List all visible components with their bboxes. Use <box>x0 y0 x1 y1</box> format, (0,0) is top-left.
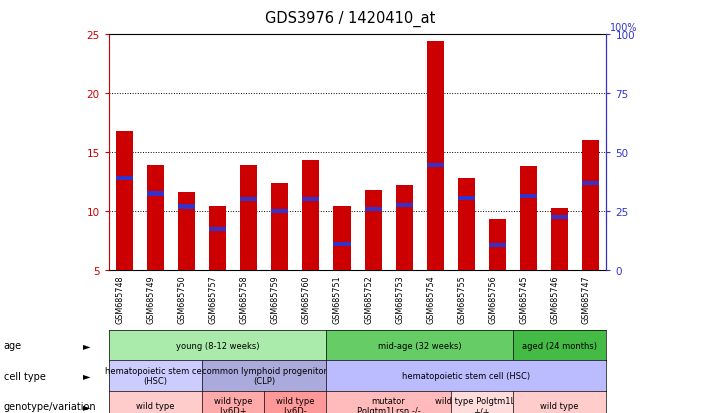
Bar <box>178 205 195 209</box>
Text: GSM685756: GSM685756 <box>489 275 498 323</box>
Bar <box>147 166 164 271</box>
Bar <box>489 244 506 248</box>
Bar <box>116 132 132 271</box>
Text: GSM685753: GSM685753 <box>395 275 404 323</box>
Bar <box>395 204 413 208</box>
Text: GSM685745: GSM685745 <box>519 275 529 323</box>
Bar <box>427 42 444 271</box>
Bar <box>583 181 599 185</box>
Text: hematopoietic stem cell
(HSC): hematopoietic stem cell (HSC) <box>104 366 206 385</box>
Text: mutator
Polgtm1Lrsn -/-: mutator Polgtm1Lrsn -/- <box>357 396 421 413</box>
Text: GSM685758: GSM685758 <box>240 275 249 323</box>
Text: GSM685755: GSM685755 <box>457 275 466 323</box>
Bar <box>365 190 381 271</box>
Text: cell type: cell type <box>4 370 46 381</box>
Bar <box>209 227 226 231</box>
Bar <box>583 141 599 271</box>
Bar <box>395 186 413 271</box>
Text: GSM685759: GSM685759 <box>271 275 280 323</box>
Bar <box>551 216 569 220</box>
Bar <box>271 183 288 271</box>
Bar <box>240 166 257 271</box>
Text: wild type: wild type <box>540 401 579 410</box>
Bar <box>209 207 226 271</box>
Text: ►: ► <box>83 370 90 381</box>
Text: GDS3976 / 1420410_at: GDS3976 / 1420410_at <box>265 10 436 26</box>
Text: GSM685748: GSM685748 <box>115 275 124 323</box>
Bar <box>116 177 132 181</box>
Text: young (8-12 weeks): young (8-12 weeks) <box>176 341 259 350</box>
Text: 100%: 100% <box>610 23 637 33</box>
Text: wild type
Ly6D-: wild type Ly6D- <box>276 396 315 413</box>
Bar <box>458 197 475 201</box>
Text: GSM685747: GSM685747 <box>582 275 591 323</box>
Text: wild type
Ly6D+: wild type Ly6D+ <box>214 396 252 413</box>
Text: GSM685750: GSM685750 <box>177 275 186 323</box>
Text: wild type Polgtm1Lrsn
+/+: wild type Polgtm1Lrsn +/+ <box>435 396 529 413</box>
Text: genotype/variation: genotype/variation <box>4 401 96 411</box>
Text: GSM685749: GSM685749 <box>147 275 156 323</box>
Text: ►: ► <box>83 401 90 411</box>
Text: aged (24 months): aged (24 months) <box>522 341 597 350</box>
Bar <box>147 192 164 196</box>
Text: GSM685760: GSM685760 <box>302 275 311 323</box>
Bar <box>178 193 195 271</box>
Text: GSM685757: GSM685757 <box>208 275 217 323</box>
Text: wild type: wild type <box>136 401 175 410</box>
Text: common lymphoid progenitor
(CLP): common lymphoid progenitor (CLP) <box>202 366 327 385</box>
Text: GSM685754: GSM685754 <box>426 275 435 323</box>
Bar <box>520 194 537 198</box>
Text: ►: ► <box>83 340 90 351</box>
Text: age: age <box>4 340 22 351</box>
Text: mid-age (32 weeks): mid-age (32 weeks) <box>378 341 461 350</box>
Bar <box>302 198 320 202</box>
Bar <box>489 220 506 271</box>
Bar <box>334 242 350 247</box>
Text: GSM685751: GSM685751 <box>333 275 342 323</box>
Bar <box>271 210 288 214</box>
Text: GSM685746: GSM685746 <box>551 275 559 323</box>
Bar <box>427 164 444 168</box>
Text: hematopoietic stem cell (HSC): hematopoietic stem cell (HSC) <box>402 371 531 380</box>
Bar <box>302 161 320 271</box>
Text: GSM685752: GSM685752 <box>364 275 373 323</box>
Bar <box>458 179 475 271</box>
Bar <box>520 167 537 271</box>
Bar <box>365 207 381 211</box>
Bar <box>551 208 569 271</box>
Bar <box>334 207 350 271</box>
Bar <box>240 198 257 202</box>
